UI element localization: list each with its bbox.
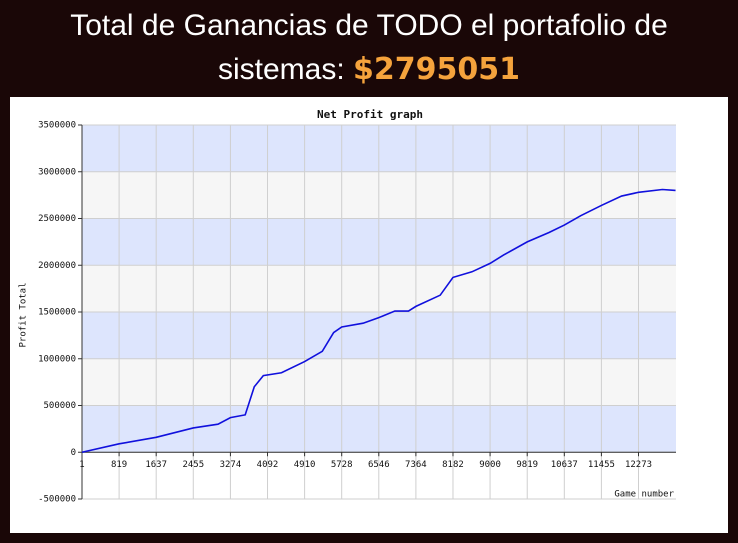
- y-tick-label: 3500000: [38, 121, 76, 131]
- header-title: Total de Ganancias de TODO el portafolio…: [70, 9, 668, 86]
- y-tick-label: 500000: [43, 401, 76, 411]
- x-tick-label: 1: [79, 460, 84, 470]
- header: Total de Ganancias de TODO el portafolio…: [44, 4, 694, 92]
- chart-title: Net Profit graph: [317, 108, 423, 121]
- y-tick-label: 3000000: [38, 167, 76, 177]
- x-tick-label: 9819: [516, 460, 538, 470]
- y-tick-label: 1000000: [38, 354, 76, 364]
- x-tick-label: 1637: [145, 460, 167, 470]
- x-tick-label: 5728: [331, 460, 353, 470]
- x-tick-label: 10637: [551, 460, 578, 470]
- y-tick-label: 2500000: [38, 214, 76, 224]
- x-tick-label: 3274: [220, 460, 242, 470]
- y-tick-label: 1500000: [38, 308, 76, 318]
- x-tick-label: 11455: [588, 460, 615, 470]
- y-tick-label: 0: [71, 448, 76, 458]
- y-tick-label: 2000000: [38, 261, 76, 271]
- x-axis-label: Game number: [614, 490, 674, 500]
- total-value: $2795051: [353, 52, 521, 87]
- x-tick-label: 9000: [479, 460, 501, 470]
- x-tick-label: 6546: [368, 460, 390, 470]
- x-tick-label: 2455: [182, 460, 204, 470]
- x-tick-label: 4092: [257, 460, 279, 470]
- x-tick-label: 819: [111, 460, 127, 470]
- x-tick-label: 12273: [625, 460, 652, 470]
- y-axis-label: Profit Total: [19, 282, 29, 347]
- x-tick-label: 4910: [294, 460, 316, 470]
- x-tick-label: 7364: [405, 460, 427, 470]
- y-tick-label: -500000: [38, 495, 76, 505]
- net-profit-line: [81, 188, 676, 454]
- x-tick-label: 8182: [442, 460, 464, 470]
